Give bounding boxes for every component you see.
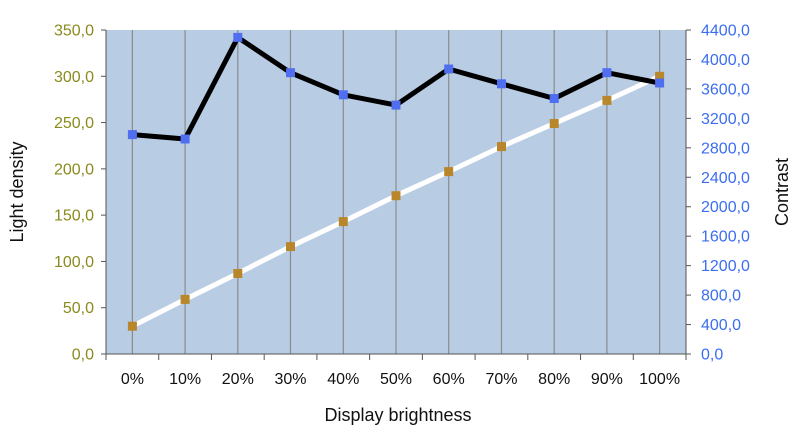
data-point xyxy=(549,94,559,103)
data-point xyxy=(286,68,295,78)
x-tick-label: 90% xyxy=(591,371,623,388)
x-tick-label: 40% xyxy=(327,371,359,388)
right-axis-ticks: 0,0 400,0 800,0 1200,0 1600,0 2000,0 2400,0 280… xyxy=(686,23,750,364)
left-tick-label: 50,0 xyxy=(63,300,94,317)
data-point xyxy=(602,95,612,105)
left-tick-label: 100,0 xyxy=(54,254,94,271)
right-tick-label: 2800,0 xyxy=(701,140,750,157)
data-point xyxy=(286,242,295,252)
data-point xyxy=(233,32,243,42)
data-point xyxy=(338,217,348,227)
x-tick-label: 100% xyxy=(639,371,680,388)
data-point xyxy=(180,294,190,304)
left-tick-label: 250,0 xyxy=(54,115,94,132)
data-point xyxy=(602,68,612,78)
right-tick-label: 800,0 xyxy=(701,288,741,305)
right-tick-label: 4400,0 xyxy=(701,23,750,40)
left-tick-label: 0,0 xyxy=(72,347,94,364)
data-point xyxy=(180,134,190,144)
right-tick-label: 3600,0 xyxy=(701,81,750,98)
series xyxy=(127,32,665,331)
data-point xyxy=(127,321,137,331)
x-tick-label: 20% xyxy=(222,371,254,388)
data-point xyxy=(391,191,401,201)
left-tick-label: 350,0 xyxy=(54,23,94,40)
right-tick-label: 2400,0 xyxy=(701,170,750,187)
data-point xyxy=(444,167,454,177)
data-point xyxy=(655,71,665,81)
x-tick-label: 0% xyxy=(121,371,144,388)
data-point xyxy=(497,142,506,152)
data-point xyxy=(233,269,243,278)
right-tick-label: 1200,0 xyxy=(701,258,750,275)
left-tick-label: 300,0 xyxy=(54,69,94,86)
right-tick-label: 1600,0 xyxy=(701,229,750,246)
x-axis-title: Display brightness xyxy=(324,405,471,425)
right-tick-label: 0,0 xyxy=(701,347,723,364)
left-tick-label: 200,0 xyxy=(54,161,94,178)
right-tick-label: 400,0 xyxy=(701,317,741,334)
data-point xyxy=(497,79,506,89)
data-point xyxy=(549,119,559,128)
left-axis-title: Light density xyxy=(7,141,27,242)
right-tick-label: 2000,0 xyxy=(701,199,750,216)
x-tick-label: 60% xyxy=(433,371,465,388)
right-tick-label: 4000,0 xyxy=(701,52,750,69)
x-tick-label: 10% xyxy=(169,371,201,388)
x-tick-label: 80% xyxy=(538,371,570,388)
x-axis-ticks: 0% 10% 20% 30% 40% 50% 60% 70% 80% 90% 100% xyxy=(105,354,687,388)
x-tick-label: 70% xyxy=(485,371,517,388)
right-axis-title: Contrast xyxy=(772,158,792,226)
x-tick-label: 50% xyxy=(380,371,412,388)
data-point xyxy=(655,78,665,88)
data-point xyxy=(391,100,401,110)
x-tick-label: 30% xyxy=(274,371,306,388)
data-point xyxy=(444,64,454,74)
left-tick-label: 150,0 xyxy=(54,208,94,225)
axes xyxy=(105,30,687,355)
right-tick-label: 3200,0 xyxy=(701,111,750,128)
left-axis-ticks: 0,0 50,0 100,0 150,0 200,0 250,0 300,0 350,0 xyxy=(54,23,106,364)
data-point xyxy=(127,130,137,140)
data-point xyxy=(338,90,348,100)
